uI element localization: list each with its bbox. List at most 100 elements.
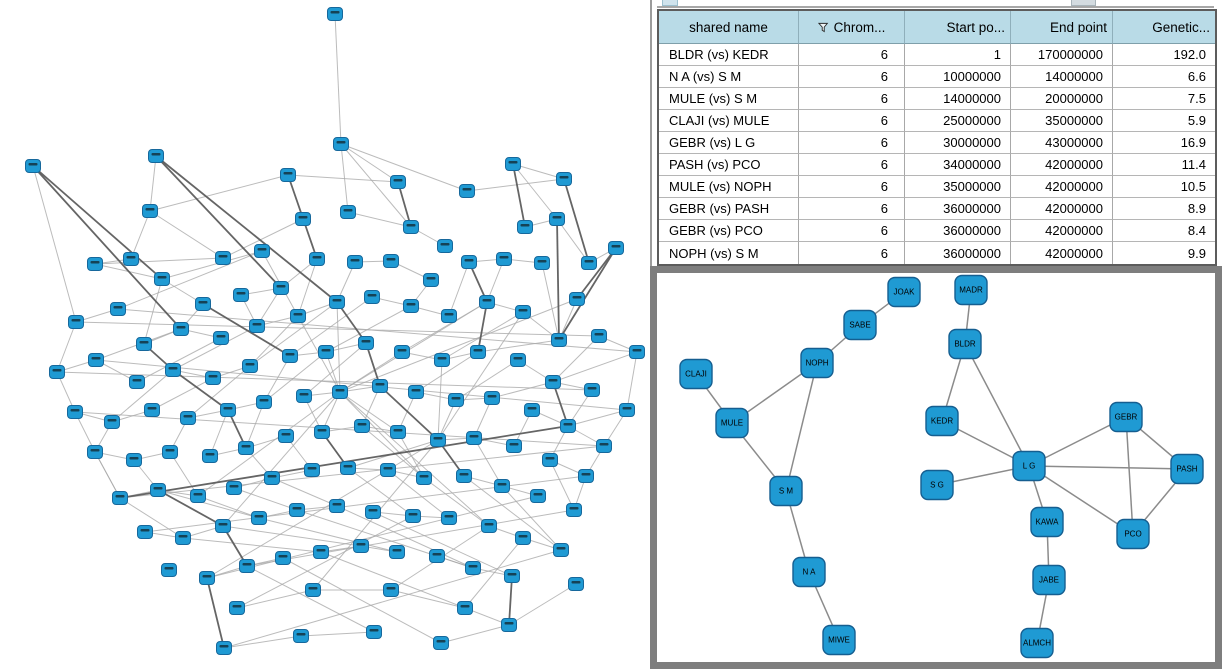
- network-node[interactable]: [148, 149, 164, 163]
- network-node[interactable]: [394, 345, 410, 359]
- network-node[interactable]: [173, 322, 189, 336]
- network-node[interactable]: [249, 319, 265, 333]
- node-joak[interactable]: JOAK: [887, 276, 921, 308]
- network-node[interactable]: [608, 241, 624, 255]
- network-node[interactable]: [239, 559, 255, 573]
- table-row[interactable]: GEBR (vs) PCO 6 36000000 42000000 8.4: [659, 220, 1215, 242]
- network-node[interactable]: [515, 531, 531, 545]
- column-header-shared-name[interactable]: shared name: [659, 11, 799, 44]
- network-node[interactable]: [372, 379, 388, 393]
- network-node[interactable]: [484, 391, 500, 405]
- network-node[interactable]: [275, 551, 291, 565]
- network-node[interactable]: [619, 403, 635, 417]
- network-node[interactable]: [434, 353, 450, 367]
- node-noph[interactable]: NOPH: [800, 347, 834, 379]
- network-node[interactable]: [216, 641, 232, 655]
- network-node[interactable]: [459, 184, 475, 198]
- table-row[interactable]: BLDR (vs) KEDR 6 1 170000000 192.0: [659, 44, 1215, 66]
- network-node[interactable]: [591, 329, 607, 343]
- network-node[interactable]: [256, 395, 272, 409]
- network-node[interactable]: [560, 419, 576, 433]
- network-node[interactable]: [479, 295, 495, 309]
- network-node[interactable]: [553, 543, 569, 557]
- network-node[interactable]: [481, 519, 497, 533]
- network-node[interactable]: [215, 519, 231, 533]
- network-node[interactable]: [549, 212, 565, 226]
- network-node[interactable]: [313, 545, 329, 559]
- network-node[interactable]: [332, 385, 348, 399]
- network-node[interactable]: [437, 239, 453, 253]
- network-node[interactable]: [383, 583, 399, 597]
- network-node[interactable]: [433, 636, 449, 650]
- network-node[interactable]: [110, 302, 126, 316]
- table-row[interactable]: PASH (vs) PCO 6 34000000 42000000 11.4: [659, 154, 1215, 176]
- column-header-genetic[interactable]: Genetic...: [1113, 11, 1215, 44]
- network-node[interactable]: [136, 337, 152, 351]
- network-node[interactable]: [238, 441, 254, 455]
- network-node[interactable]: [457, 601, 473, 615]
- network-node[interactable]: [390, 175, 406, 189]
- node-kedr[interactable]: KEDR: [925, 405, 959, 437]
- network-node[interactable]: [423, 273, 439, 287]
- network-node[interactable]: [456, 469, 472, 483]
- network-node[interactable]: [510, 353, 526, 367]
- network-node[interactable]: [542, 453, 558, 467]
- network-node[interactable]: [389, 545, 405, 559]
- network-node[interactable]: [215, 251, 231, 265]
- network-node[interactable]: [441, 309, 457, 323]
- network-node[interactable]: [195, 297, 211, 311]
- network-node[interactable]: [229, 601, 245, 615]
- network-node[interactable]: [405, 509, 421, 523]
- column-header-end-point[interactable]: End point: [1011, 11, 1113, 44]
- network-node[interactable]: [142, 204, 158, 218]
- network-node[interactable]: [430, 433, 446, 447]
- network-node[interactable]: [205, 371, 221, 385]
- network-node[interactable]: [282, 349, 298, 363]
- network-node[interactable]: [175, 531, 191, 545]
- network-node[interactable]: [264, 471, 280, 485]
- network-node[interactable]: [530, 489, 546, 503]
- table-row[interactable]: MULE (vs) S M 6 14000000 20000000 7.5: [659, 88, 1215, 110]
- network-node[interactable]: [556, 172, 572, 186]
- network-node[interactable]: [126, 453, 142, 467]
- column-header-chrom[interactable]: Chrom...: [799, 11, 905, 44]
- network-node[interactable]: [104, 415, 120, 429]
- table-row[interactable]: GEBR (vs) L G 6 30000000 43000000 16.9: [659, 132, 1215, 154]
- network-node[interactable]: [213, 331, 229, 345]
- network-edge[interactable]: [785, 362, 818, 492]
- network-node[interactable]: [383, 254, 399, 268]
- network-node[interactable]: [112, 491, 128, 505]
- node-pash[interactable]: PASH: [1170, 453, 1204, 485]
- network-node[interactable]: [202, 449, 218, 463]
- network-node[interactable]: [366, 625, 382, 639]
- network-node[interactable]: [340, 461, 356, 475]
- node-mule[interactable]: MULE: [715, 407, 749, 439]
- network-node[interactable]: [161, 563, 177, 577]
- network-node[interactable]: [305, 583, 321, 597]
- network-node[interactable]: [49, 365, 65, 379]
- network-node[interactable]: [233, 288, 249, 302]
- network-node[interactable]: [87, 257, 103, 271]
- network-node[interactable]: [190, 489, 206, 503]
- network-node[interactable]: [629, 345, 645, 359]
- column-header-start-po[interactable]: Start po...: [905, 11, 1011, 44]
- network-edge[interactable]: [1028, 465, 1134, 535]
- network-node[interactable]: [584, 383, 600, 397]
- network-node[interactable]: [380, 463, 396, 477]
- filter-icon[interactable]: [817, 22, 829, 33]
- network-node[interactable]: [596, 439, 612, 453]
- network-node[interactable]: [333, 137, 349, 151]
- node-gebr[interactable]: GEBR: [1109, 401, 1143, 433]
- table-row[interactable]: NOPH (vs) S M 6 36000000 42000000 9.9: [659, 242, 1215, 264]
- network-node[interactable]: [506, 439, 522, 453]
- network-node[interactable]: [505, 157, 521, 171]
- network-node[interactable]: [358, 336, 374, 350]
- network-node[interactable]: [364, 290, 380, 304]
- node-madr[interactable]: MADR: [954, 274, 988, 306]
- node-kawa[interactable]: KAWA: [1030, 506, 1064, 538]
- network-node[interactable]: [25, 159, 41, 173]
- node-miwe[interactable]: MIWE: [822, 624, 856, 656]
- node-sabe[interactable]: SABE: [843, 309, 877, 341]
- network-node[interactable]: [461, 255, 477, 269]
- network-node[interactable]: [496, 252, 512, 266]
